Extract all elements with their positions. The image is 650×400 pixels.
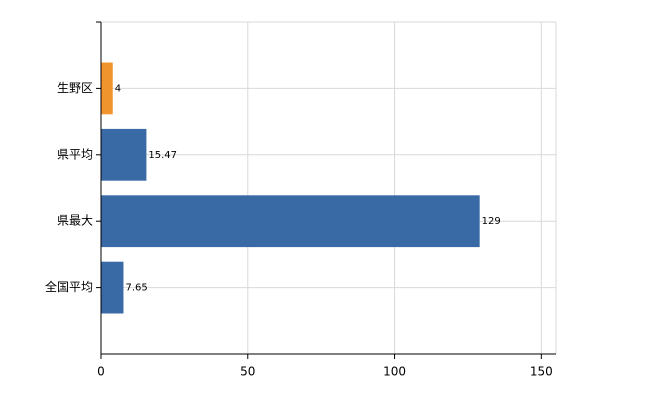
x-tick-label: 50 [240,365,255,379]
value-label: 4 [115,83,121,94]
x-tick-label: 0 [97,365,105,379]
bar [101,62,113,115]
x-tick-label: 100 [383,365,406,379]
value-label: 7.65 [125,283,147,294]
y-tick-label: 県最大 [57,214,93,228]
bar [101,261,124,314]
value-label: 129 [482,216,501,227]
bar [101,195,480,248]
x-tick-label: 150 [530,365,553,379]
y-tick-label: 県平均 [57,147,93,161]
y-tick-label: 全国平均 [45,279,93,294]
bar [101,128,147,181]
y-tick-label: 生野区 [57,81,93,95]
value-label: 15.47 [148,150,177,161]
